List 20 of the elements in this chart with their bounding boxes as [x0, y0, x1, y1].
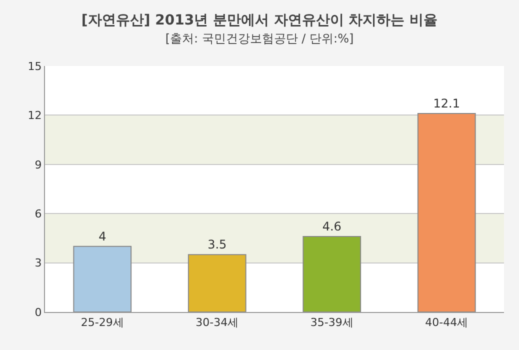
chart-title: [자연유산] 2013년 분만에서 자연유산이 차지하는 비율: [81, 12, 438, 28]
bar: [417, 113, 476, 312]
y-tick-label: 9: [34, 158, 42, 172]
y-tick-label: 12: [28, 109, 42, 122]
data-label: 12.1: [433, 96, 460, 111]
y-tick-label: 6: [34, 207, 42, 220]
y-tick-label: 3: [34, 256, 42, 270]
data-label: 4: [98, 229, 106, 244]
x-tick-label: 35-39세: [310, 316, 354, 330]
x-tick-label: 25-29세: [80, 316, 124, 330]
bar: [188, 254, 246, 312]
y-tick-label: 15: [28, 60, 42, 73]
data-label: 4.6: [322, 220, 342, 234]
data-label: 3.5: [208, 238, 227, 252]
x-tick-label: 30-34세: [196, 316, 239, 330]
x-tick-label: 40-44세: [425, 316, 468, 330]
y-tick-label: 0: [34, 306, 42, 319]
bar: [73, 246, 132, 312]
bar: [302, 236, 362, 312]
chart-subtitle: [출처: 국민건강보험공단 / 단위:%]: [165, 32, 354, 46]
